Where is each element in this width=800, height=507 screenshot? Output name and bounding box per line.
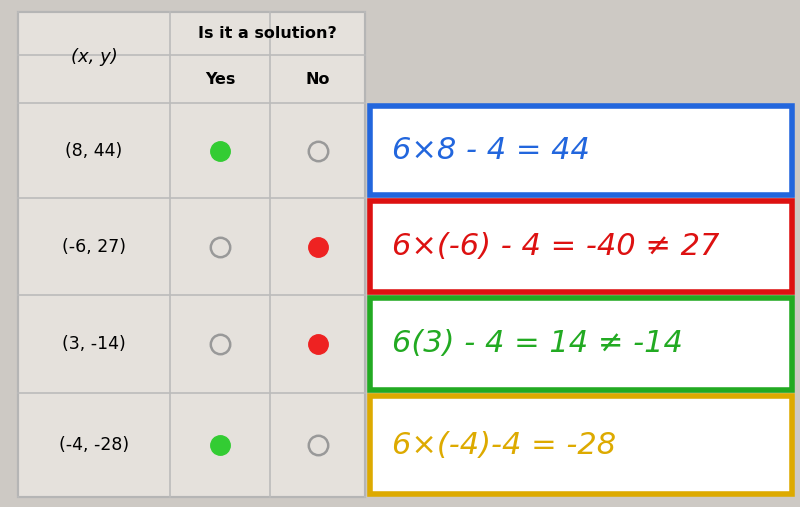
Text: (x, y): (x, y)	[70, 49, 118, 66]
Text: 6×(-4)-4 = -28: 6×(-4)-4 = -28	[392, 430, 616, 459]
Text: No: No	[306, 71, 330, 87]
Text: Yes: Yes	[205, 71, 235, 87]
Text: 6×8 - 4 = 44: 6×8 - 4 = 44	[392, 136, 590, 165]
Text: (3, -14): (3, -14)	[62, 335, 126, 353]
Text: (8, 44): (8, 44)	[66, 141, 122, 160]
FancyBboxPatch shape	[370, 396, 792, 494]
Text: 6(3) - 4 = 14 ≠ -14: 6(3) - 4 = 14 ≠ -14	[392, 330, 683, 358]
FancyBboxPatch shape	[370, 298, 792, 390]
Text: 6×(-6) - 4 = -40 ≠ 27: 6×(-6) - 4 = -40 ≠ 27	[392, 232, 719, 261]
Text: (-6, 27): (-6, 27)	[62, 237, 126, 256]
FancyBboxPatch shape	[370, 201, 792, 292]
Polygon shape	[18, 12, 365, 497]
Text: (-4, -28): (-4, -28)	[59, 436, 129, 454]
Text: Is it a solution?: Is it a solution?	[198, 26, 337, 41]
FancyBboxPatch shape	[370, 106, 792, 195]
